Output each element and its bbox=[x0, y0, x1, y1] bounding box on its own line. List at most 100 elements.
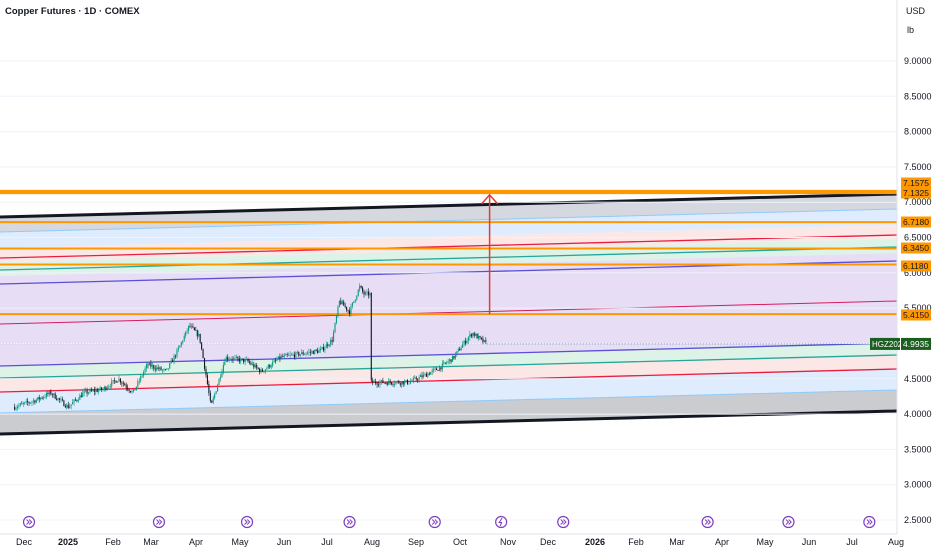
candle-body bbox=[269, 364, 271, 368]
candle-body bbox=[457, 349, 459, 352]
candle-body bbox=[156, 367, 158, 370]
channel-line bbox=[0, 368, 898, 393]
event-markers[interactable] bbox=[22, 515, 876, 529]
candle-body bbox=[450, 359, 452, 362]
candle-body bbox=[217, 385, 219, 392]
candle-body bbox=[389, 380, 391, 383]
candle-body bbox=[31, 401, 33, 403]
candle-body bbox=[128, 389, 130, 391]
event-marker-icon[interactable] bbox=[240, 515, 254, 529]
candle-body bbox=[228, 359, 230, 361]
candle-body bbox=[415, 377, 417, 380]
event-marker-icon[interactable] bbox=[701, 515, 714, 529]
event-marker-glyph bbox=[785, 519, 792, 525]
candle-body bbox=[351, 302, 353, 307]
time-tick-label: Dec bbox=[16, 537, 33, 547]
candle-body bbox=[447, 361, 449, 363]
candle-body bbox=[312, 351, 314, 354]
candle-body bbox=[311, 351, 313, 353]
candle-body bbox=[257, 367, 259, 369]
candle-body bbox=[286, 354, 288, 356]
candle-body bbox=[360, 285, 362, 288]
projection-arrow[interactable] bbox=[481, 193, 499, 315]
candle-body bbox=[29, 402, 32, 404]
horizontal-levels[interactable] bbox=[0, 189, 897, 316]
candle-body bbox=[82, 392, 84, 398]
time-tick-label: Jun bbox=[277, 537, 292, 547]
price-axis-bg bbox=[897, 0, 932, 550]
candle-body bbox=[102, 389, 104, 390]
candle-body bbox=[221, 371, 223, 377]
candle-body bbox=[386, 382, 388, 385]
candle-body bbox=[305, 353, 307, 355]
candle-body bbox=[214, 393, 216, 399]
candle-body bbox=[90, 389, 92, 391]
candle-body bbox=[112, 380, 114, 382]
level-label: 6.7180 bbox=[903, 217, 929, 227]
candle-body bbox=[28, 402, 30, 404]
candle-body bbox=[347, 310, 349, 311]
candle-body bbox=[472, 333, 474, 337]
candle-body bbox=[196, 330, 198, 337]
candle-body bbox=[121, 382, 123, 384]
time-tick-label: 2026 bbox=[585, 537, 605, 547]
candle-body bbox=[315, 349, 317, 351]
candle-body bbox=[295, 352, 297, 358]
candle-body bbox=[370, 292, 372, 381]
channel-line bbox=[0, 208, 898, 233]
candle-body bbox=[202, 349, 204, 359]
channel-band bbox=[0, 390, 897, 434]
currency-label[interactable]: USD bbox=[906, 6, 926, 16]
candle-body bbox=[279, 356, 281, 359]
candle-body bbox=[366, 291, 368, 293]
candle-body bbox=[169, 363, 171, 369]
event-marker-icon[interactable] bbox=[22, 515, 36, 529]
event-marker-icon[interactable] bbox=[152, 515, 166, 529]
candle-body bbox=[135, 386, 137, 390]
candle-body bbox=[160, 367, 162, 371]
event-marker-icon[interactable] bbox=[343, 515, 356, 529]
candle-body bbox=[421, 375, 423, 378]
candle-body bbox=[428, 373, 430, 375]
candle-body bbox=[230, 359, 232, 361]
event-marker-icon[interactable] bbox=[863, 515, 876, 529]
candle-body bbox=[179, 345, 181, 348]
candle-body bbox=[195, 330, 197, 331]
candle-body bbox=[114, 380, 116, 381]
candle-body bbox=[241, 358, 243, 360]
candle-body bbox=[337, 306, 339, 317]
candle-body bbox=[54, 393, 56, 399]
candle-body bbox=[380, 380, 382, 383]
candle-body bbox=[170, 360, 172, 364]
candle-body bbox=[453, 355, 455, 359]
candle-body bbox=[301, 352, 303, 355]
channel-line bbox=[0, 389, 898, 414]
candle-body bbox=[74, 399, 77, 401]
candle-body bbox=[215, 391, 217, 394]
event-marker-icon[interactable] bbox=[557, 515, 570, 529]
candle-body bbox=[306, 352, 309, 354]
event-marker-icon[interactable] bbox=[428, 515, 441, 529]
candle-body bbox=[444, 362, 446, 364]
candle-body bbox=[476, 333, 478, 339]
candle-body bbox=[198, 333, 200, 337]
candle-body bbox=[122, 383, 124, 385]
unit-label[interactable]: lb bbox=[907, 25, 914, 35]
last-price-tag-bg bbox=[901, 337, 931, 350]
event-marker-icon[interactable] bbox=[782, 515, 795, 529]
candle-body bbox=[161, 369, 164, 371]
candle-body bbox=[35, 399, 37, 403]
candle-body bbox=[92, 390, 94, 391]
event-marker-icon[interactable] bbox=[495, 515, 508, 529]
candle-body bbox=[37, 397, 39, 400]
candle-body bbox=[324, 347, 326, 351]
candle-body bbox=[460, 347, 462, 351]
candle-body bbox=[203, 358, 206, 369]
price-tick-label: 4.0000 bbox=[904, 409, 932, 419]
candle-body bbox=[224, 361, 226, 365]
candle-body bbox=[132, 389, 135, 392]
candle-body bbox=[396, 381, 398, 383]
candle-body bbox=[280, 356, 282, 359]
last-price-tag: 4.9935 bbox=[903, 339, 929, 349]
